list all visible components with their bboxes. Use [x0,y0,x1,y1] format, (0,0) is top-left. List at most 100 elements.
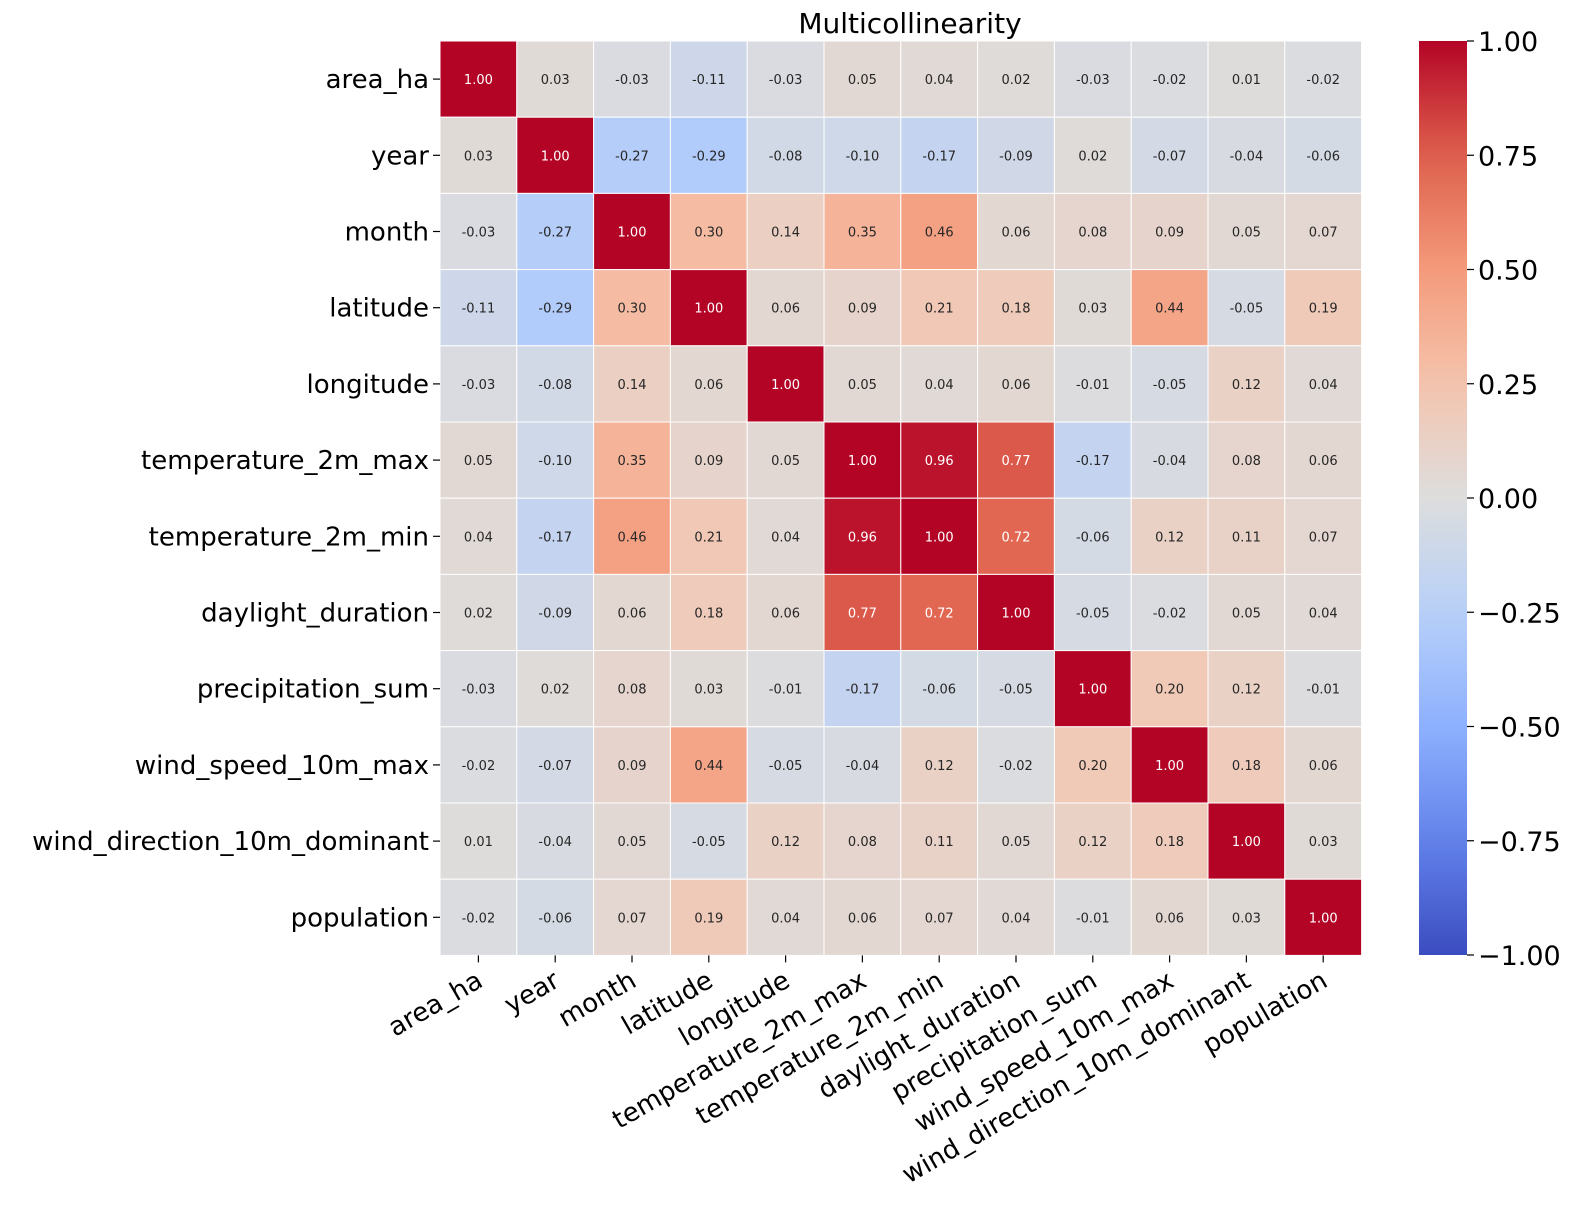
y-tick-label: temperature_2m_min [149,522,429,552]
cell-value-label: 1.00 [771,378,800,393]
heatmap-cell [977,40,1055,118]
colorbar-tick-label: 0.75 [1478,141,1538,172]
cell-value-label: 0.20 [1078,759,1107,774]
cell-value-label: 0.30 [694,226,723,241]
heatmap-cell [516,650,595,728]
cell-value-label: 0.46 [925,226,954,241]
cell-value-label: -0.08 [538,378,572,393]
cell-value-label: -0.02 [1306,73,1340,88]
heatmap-cell [1284,573,1363,652]
cell-value-label: 1.00 [925,530,954,545]
y-tick-label: wind_direction_10m_dominant [32,827,429,857]
cell-value-label: 0.18 [694,607,723,622]
heatmap-cell [1053,421,1132,499]
heatmap-cell [1130,802,1209,880]
cell-value-label: 0.06 [1309,759,1338,774]
heatmap-cell [1053,650,1132,728]
cell-value-label: 0.04 [771,530,800,545]
cell-value-label: 0.05 [1232,226,1261,241]
cell-value-label: -0.05 [999,683,1033,698]
cell-value-label: 0.04 [464,530,493,545]
cell-value-label: 0.12 [771,835,800,850]
heatmap-cell [1053,116,1132,194]
heatmap-cell [516,726,595,804]
cell-value-label: -0.29 [538,302,572,317]
heatmap-cell [1130,269,1209,347]
cell-value-label: 0.21 [694,530,723,545]
heatmap-cell [669,269,748,347]
cell-value-label: 0.05 [848,73,877,88]
cell-value-label: 0.06 [694,378,723,393]
heatmap-cell [1130,726,1209,804]
cell-value-label: 0.72 [1002,530,1031,545]
cell-value-label: 0.08 [618,683,647,698]
heatmap-cell [977,726,1055,804]
cell-value-label: 0.06 [618,607,647,622]
cell-value-label: -0.11 [462,302,496,317]
heatmap-cell [1284,497,1363,575]
heatmap-cell [439,497,518,575]
heatmap-cell [1130,421,1209,499]
cell-value-label: -0.01 [1306,683,1340,698]
cell-value-label: -0.03 [462,378,496,393]
cell-value-label: -0.10 [846,149,880,164]
cell-value-label: -0.01 [769,683,803,698]
cell-value-label: 0.12 [1078,835,1107,850]
cell-value-label: 1.00 [1309,911,1338,926]
heatmap-cell [823,345,902,423]
heatmap-cell [1284,802,1363,880]
heatmap-cell [439,116,518,194]
cell-value-label: -0.04 [846,759,880,774]
heatmap-cell [1207,878,1286,956]
cell-value-label: 0.08 [1232,454,1261,469]
heatmap-cell [823,40,902,118]
cell-value-label: -0.29 [692,149,726,164]
x-tick-label: area_ha [383,965,488,1043]
cell-value-label: 0.04 [925,73,954,88]
heatmap-cell [1053,269,1132,347]
cell-value-label: -0.05 [1076,607,1110,622]
cell-value-label: -0.05 [769,759,803,774]
cell-value-label: 0.09 [694,454,723,469]
cell-value-label: 0.12 [1232,683,1261,698]
heatmap-cell [593,497,671,575]
cell-value-label: -0.06 [1076,530,1110,545]
cell-value-label: 0.05 [464,454,493,469]
y-tick-label: latitude [329,294,429,324]
heatmap-cell [669,497,748,575]
cell-value-label: 0.02 [1002,73,1031,88]
heatmap-cell [516,269,595,347]
heatmap-cell [746,345,825,423]
heatmap-cell [1130,878,1209,956]
heatmap-cell [900,192,979,271]
heatmap-cell [746,497,825,575]
heatmap-cell [900,345,979,423]
heatmap-cell [1284,269,1363,347]
heatmap-cell [746,192,825,271]
cell-value-label: 0.19 [694,911,723,926]
heatmap-cell [593,573,671,652]
cell-value-label: 0.07 [618,911,647,926]
cell-value-label: 0.44 [1155,302,1184,317]
heatmap-cell [900,650,979,728]
heatmap-cell [593,192,671,271]
colorbar-tick-label: −0.75 [1478,827,1561,858]
x-tick-labels: area_ha yearmonthlatitudelongitudetempera… [383,955,1333,1190]
cell-value-label: 1.00 [694,302,723,317]
heatmap-cell [516,40,595,118]
cell-value-label: -0.06 [1306,149,1340,164]
cell-value-label: 0.05 [1002,835,1031,850]
cell-value-label: -0.10 [538,454,572,469]
heatmap-cell [516,345,595,423]
cell-value-label: 0.04 [925,378,954,393]
heatmap-cell [1053,497,1132,575]
heatmap-cell [439,269,518,347]
heatmap-cell [823,497,902,575]
cell-value-label: 0.03 [694,683,723,698]
cell-value-label: 0.03 [1232,911,1261,926]
colorbar [1419,41,1467,955]
cell-value-label: -0.02 [1153,607,1187,622]
cell-value-label: 0.02 [541,683,570,698]
